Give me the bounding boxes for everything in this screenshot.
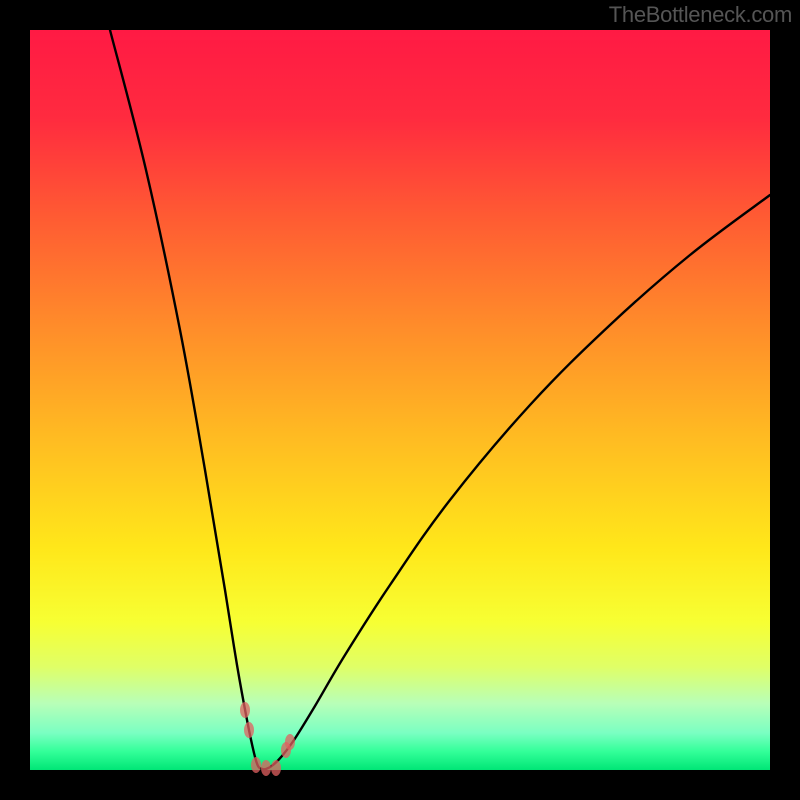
curve-right-branch: [262, 195, 770, 769]
datapoint-marker: [244, 722, 254, 738]
datapoint-marker: [261, 760, 271, 776]
datapoint-marker: [251, 757, 261, 773]
curve-left-branch: [110, 30, 262, 769]
datapoint-marker: [285, 734, 295, 750]
canvas-root: TheBottleneck.com: [0, 0, 800, 800]
watermark-text: TheBottleneck.com: [609, 2, 792, 28]
datapoint-markers: [240, 702, 295, 776]
datapoint-marker: [271, 760, 281, 776]
datapoint-marker: [240, 702, 250, 718]
plot-area: [30, 30, 770, 770]
bottleneck-curve: [30, 30, 770, 770]
